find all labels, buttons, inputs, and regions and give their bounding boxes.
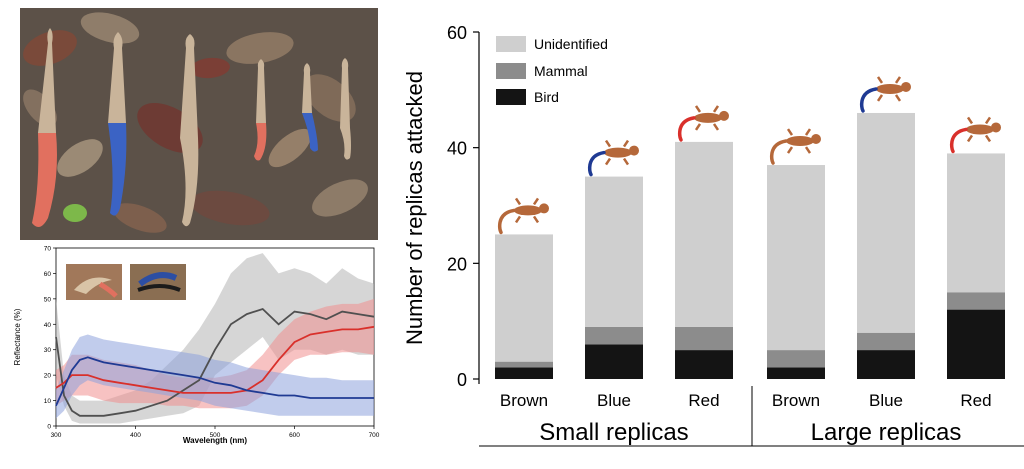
lizard-icon	[497, 197, 549, 235]
legend-swatch-mammal	[496, 63, 526, 79]
inset-photo-blue-replica	[130, 264, 186, 300]
bar-y-tick-label: 0	[457, 370, 467, 390]
legend-label-unidentified: Unidentified	[534, 36, 608, 52]
bar-category-label: Brown	[772, 391, 820, 410]
bar-category-label: Blue	[597, 391, 631, 410]
spectrum-y-tick-label: 0	[47, 424, 51, 431]
lizard-head	[991, 122, 1001, 133]
spectrum-x-tick-label: 700	[369, 432, 380, 439]
lizard-head	[901, 81, 911, 92]
lizard-legs	[694, 105, 720, 131]
bar-segment-bird	[675, 350, 733, 379]
line-red	[55, 325, 375, 394]
spectrum-y-tick-label: 10	[44, 398, 52, 405]
spectrum-y-tick-label: 50	[44, 296, 52, 303]
lizard-head	[539, 203, 549, 214]
reflectance-chart: 0 10 20 30 40 50 60 70 300 400 500 600 700 Reflecta…	[13, 246, 380, 446]
spectrum-y-axis-label: Reflectance (%)	[13, 308, 22, 365]
lizard-tail	[859, 87, 878, 113]
legend: Unidentified Mammal Bird	[496, 36, 608, 105]
lizard-legs	[876, 76, 902, 102]
spectrum-y-tick-label: 40	[44, 322, 52, 329]
replica-small-brown	[340, 58, 351, 160]
bar-segment-unidentified	[585, 176, 643, 327]
band-blue	[56, 334, 374, 419]
bar-category-label: Blue	[869, 391, 903, 410]
bar-y-tick-label: 60	[447, 23, 467, 43]
legend-swatch-unidentified	[496, 36, 526, 52]
lizard-icon	[859, 76, 911, 113]
bar-segment-unidentified	[857, 112, 915, 333]
lizard-body	[876, 83, 904, 94]
bar-segment-mammal	[857, 332, 915, 351]
lizard-tail	[497, 208, 516, 235]
group-label-large: Large replicas	[811, 419, 962, 446]
bar-category-label: Red	[688, 391, 719, 410]
bar-y-tick-label: 40	[447, 139, 467, 159]
replica-large-brown	[180, 34, 199, 227]
spectrum-x-tick-label: 600	[289, 432, 300, 439]
lizard-head	[719, 110, 729, 121]
lizard-icon	[587, 139, 639, 177]
bar-segment-bird	[495, 367, 553, 379]
spectrum-y-tick-label: 60	[44, 271, 52, 278]
lizard-head	[629, 145, 639, 156]
lizard-body	[786, 136, 814, 147]
bar-segment-unidentified	[767, 165, 825, 351]
bar-segment-mammal	[947, 292, 1005, 310]
bar-y-tick-label: 20	[447, 254, 467, 274]
spectrum-x-tick-label: 300	[51, 432, 62, 439]
bar-category-label: Red	[960, 391, 991, 410]
lizard-tail	[769, 139, 788, 165]
lizard-icon	[769, 128, 821, 165]
replica-photo	[20, 8, 378, 240]
lizard-icon	[677, 105, 729, 142]
lizard-tail	[677, 116, 696, 142]
lizard-legs	[966, 116, 992, 143]
spectrum-x-tick-label: 500	[210, 432, 221, 439]
bar-segment-bird	[585, 344, 643, 379]
lizard-body	[514, 205, 542, 216]
lizard-tail	[587, 150, 606, 177]
replica-large-red	[32, 28, 57, 227]
lizard-body	[694, 112, 722, 123]
lizard-legs	[604, 139, 630, 166]
bar-segment-mammal	[495, 361, 553, 368]
bar-segment-unidentified	[947, 153, 1005, 293]
lizard-tail	[949, 127, 968, 154]
lizard-head	[811, 134, 821, 145]
bar-segment-bird	[947, 309, 1005, 379]
bar-segment-unidentified	[675, 141, 733, 327]
replica-large-blue	[108, 32, 127, 216]
band-brown	[56, 253, 374, 424]
lizard-legs	[786, 128, 812, 154]
bar-segment-mammal	[767, 350, 825, 368]
replica-small-red	[254, 59, 267, 161]
lizard-body	[966, 124, 994, 135]
replica-small-blue	[302, 63, 318, 152]
spectrum-y-tick-label: 70	[44, 246, 52, 253]
lizard-legs	[514, 197, 540, 224]
bar-y-axis-label: Number of replicas attacked	[402, 71, 427, 345]
lizard-body	[604, 147, 632, 158]
bar-category-label: Brown	[500, 391, 548, 410]
line-brown	[55, 307, 375, 417]
legend-swatch-bird	[496, 89, 526, 105]
spectrum-y-tick-label: 20	[44, 373, 52, 380]
bar-segment-mammal	[675, 326, 733, 351]
spectrum-y-tick-label: 30	[44, 347, 52, 354]
lizard-icon	[949, 116, 1001, 154]
spectrum-x-tick-label: 400	[130, 432, 141, 439]
bar-segment-mammal	[585, 326, 643, 345]
attack-bar-chart: 0 20 40 60 Brown Blue Red Brown Blue Red Small r…	[402, 23, 1024, 447]
bar-segment-unidentified	[495, 234, 553, 362]
group-label-small: Small replicas	[539, 419, 688, 446]
bar-segment-bird	[857, 350, 915, 379]
legend-label-bird: Bird	[534, 89, 559, 105]
spectrum-x-axis-label: Wavelength (nm)	[183, 436, 247, 445]
bar-segment-bird	[767, 367, 825, 379]
inset-photo-red-replica	[66, 264, 122, 300]
line-blue	[55, 356, 374, 407]
legend-label-mammal: Mammal	[534, 63, 588, 79]
